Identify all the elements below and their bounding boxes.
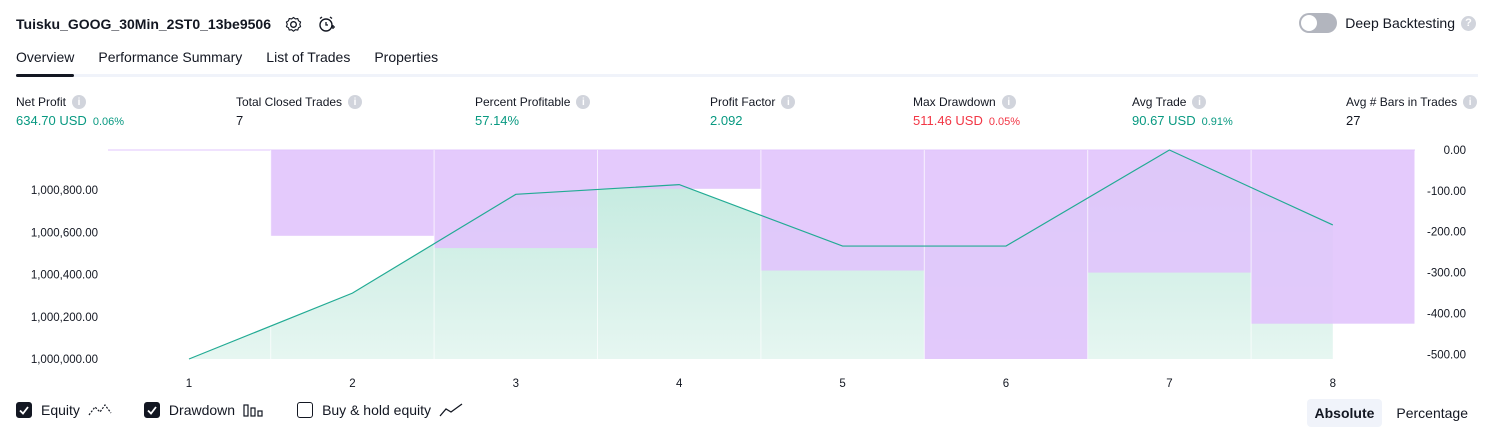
x-axis-tick-label: 8 <box>1330 378 1336 390</box>
series-toggles: Equity Drawdown Buy & hold equity <box>16 402 495 418</box>
info-icon[interactable]: i <box>781 95 796 109</box>
info-icon[interactable]: i <box>348 95 363 109</box>
x-axis-tick-label: 1 <box>186 378 192 390</box>
checkbox-unchecked-icon[interactable] <box>297 402 314 418</box>
right-axis-tick-label: -400.00 <box>1427 308 1466 320</box>
metric-label: Total Closed Trades <box>236 95 343 109</box>
left-axis-tick-label: 1,000,400.00 <box>31 270 98 282</box>
left-axis-tick-label: 1,000,800.00 <box>31 185 98 197</box>
metric-value: 2.092 <box>710 113 743 128</box>
metric-percent: 0.05% <box>988 116 1021 128</box>
info-icon[interactable]: i <box>1463 95 1478 109</box>
equity-line <box>188 149 1334 360</box>
metric-percent-profitable: Percent Profitable i 57.14% <box>475 94 591 131</box>
info-icon[interactable]: i <box>1192 95 1207 109</box>
metric-value: 7 <box>236 113 244 128</box>
metric-value: 27 <box>1346 113 1361 128</box>
metric-avg-bars-in-trades: Avg # Bars in Trades i 27 <box>1346 94 1478 131</box>
metric-avg-trade: Avg Trade i 90.67 USD 0.91% <box>1132 94 1233 131</box>
add-alert-clock-icon[interactable] <box>317 15 335 33</box>
info-icon[interactable]: i <box>72 95 87 109</box>
right-axis-tick-label: -200.00 <box>1427 227 1466 239</box>
drawdown-checkbox-label: Drawdown <box>168 402 236 418</box>
checkbox-checked-icon[interactable] <box>143 402 160 418</box>
info-icon[interactable]: i <box>576 95 591 109</box>
metric-profit-factor: Profit Factor i 2.092 <box>710 94 796 131</box>
drawdown-checkbox[interactable]: Drawdown <box>143 402 265 418</box>
right-axis-tick-label: -300.00 <box>1427 268 1466 280</box>
drawdown-bar <box>1087 150 1252 273</box>
x-axis-tick-label: 6 <box>1003 378 1009 390</box>
value-mode-switch: Absolute Percentage <box>1301 399 1477 427</box>
tab-properties[interactable]: Properties <box>374 49 439 65</box>
deep-backtesting-label: Deep Backtesting <box>1345 15 1455 31</box>
right-axis-tick-label: 0.00 <box>1444 145 1466 157</box>
left-axis-tick-label: 1,000,600.00 <box>31 227 98 239</box>
drawdown-bar <box>1251 150 1415 324</box>
tab-list-of-trades[interactable]: List of Trades <box>266 49 351 65</box>
metric-label: Profit Factor <box>710 95 776 109</box>
strategy-header: Tuisku_GOOG_30Min_2ST0_13be9506 <box>16 12 335 36</box>
left-axis-tick-label: 1,000,000.00 <box>31 354 98 366</box>
deep-backtesting-toggle[interactable] <box>1299 13 1338 33</box>
right-axis-tick-label: -500.00 <box>1427 349 1466 361</box>
tab-performance-summary[interactable]: Performance Summary <box>98 49 243 65</box>
metric-label: Net Profit <box>16 95 67 109</box>
x-axis-tick-label: 3 <box>513 378 519 390</box>
x-axis-tick-label: 2 <box>349 378 355 390</box>
percentage-button[interactable]: Percentage <box>1396 405 1468 421</box>
settings-gear-icon[interactable] <box>285 15 303 33</box>
info-icon[interactable]: i <box>1001 95 1016 109</box>
help-question-icon[interactable]: ? <box>1461 15 1476 31</box>
metric-max-drawdown: Max Drawdown i 511.46 USD 0.05% <box>913 94 1020 131</box>
metric-label: Max Drawdown <box>913 95 996 109</box>
right-axis-tick-label: -100.00 <box>1427 186 1466 198</box>
metric-label: Percent Profitable <box>475 95 571 109</box>
metric-value: 57.14% <box>475 113 520 128</box>
equity-checkbox[interactable]: Equity <box>16 402 112 418</box>
buy-hold-checkbox-label: Buy & hold equity <box>322 402 432 418</box>
drawdown-bar <box>434 150 598 249</box>
metric-value: 511.46 USD <box>913 113 983 128</box>
metric-total-closed-trades: Total Closed Trades i 7 <box>236 94 363 131</box>
strategy-title: Tuisku_GOOG_30Min_2ST0_13be9506 <box>16 16 271 32</box>
metric-net-profit: Net Profit i 634.70 USD 0.06% <box>16 94 124 131</box>
drawdown-bar <box>597 150 761 189</box>
drawdown-bar <box>270 150 435 236</box>
left-axis-tick-label: 1,000,200.00 <box>31 312 98 324</box>
drawdown-bars-icon <box>243 402 265 418</box>
tab-overview[interactable]: Overview <box>16 40 75 77</box>
checkbox-checked-icon[interactable] <box>16 402 32 418</box>
metric-percent: 0.91% <box>1201 116 1233 128</box>
report-tabs: Overview Performance Summary List of Tra… <box>16 40 1478 77</box>
buy-hold-line-icon <box>439 402 463 418</box>
x-axis-tick-label: 4 <box>676 378 683 390</box>
equity-checkbox-label: Equity <box>41 402 80 418</box>
deep-backtesting-control: Deep Backtesting ? <box>1299 13 1476 33</box>
buy-hold-checkbox[interactable]: Buy & hold equity <box>297 402 463 418</box>
drawdown-bar <box>760 150 925 271</box>
drawdown-bar <box>924 150 1088 359</box>
x-axis-tick-label: 5 <box>839 378 845 390</box>
metric-label: Avg Trade <box>1132 95 1187 109</box>
metric-percent: 0.06% <box>92 116 125 128</box>
x-axis-tick-label: 7 <box>1166 378 1172 390</box>
metric-value: 90.67 USD <box>1132 113 1196 128</box>
equity-line-icon <box>88 402 112 418</box>
absolute-button[interactable]: Absolute <box>1306 399 1383 427</box>
metric-label: Avg # Bars in Trades <box>1346 95 1458 109</box>
metric-value: 634.70 USD <box>16 113 87 128</box>
equity-drawdown-chart[interactable]: 1,000,800.00 1,000,600.00 1,000,400.00 1,00… <box>0 140 1494 396</box>
